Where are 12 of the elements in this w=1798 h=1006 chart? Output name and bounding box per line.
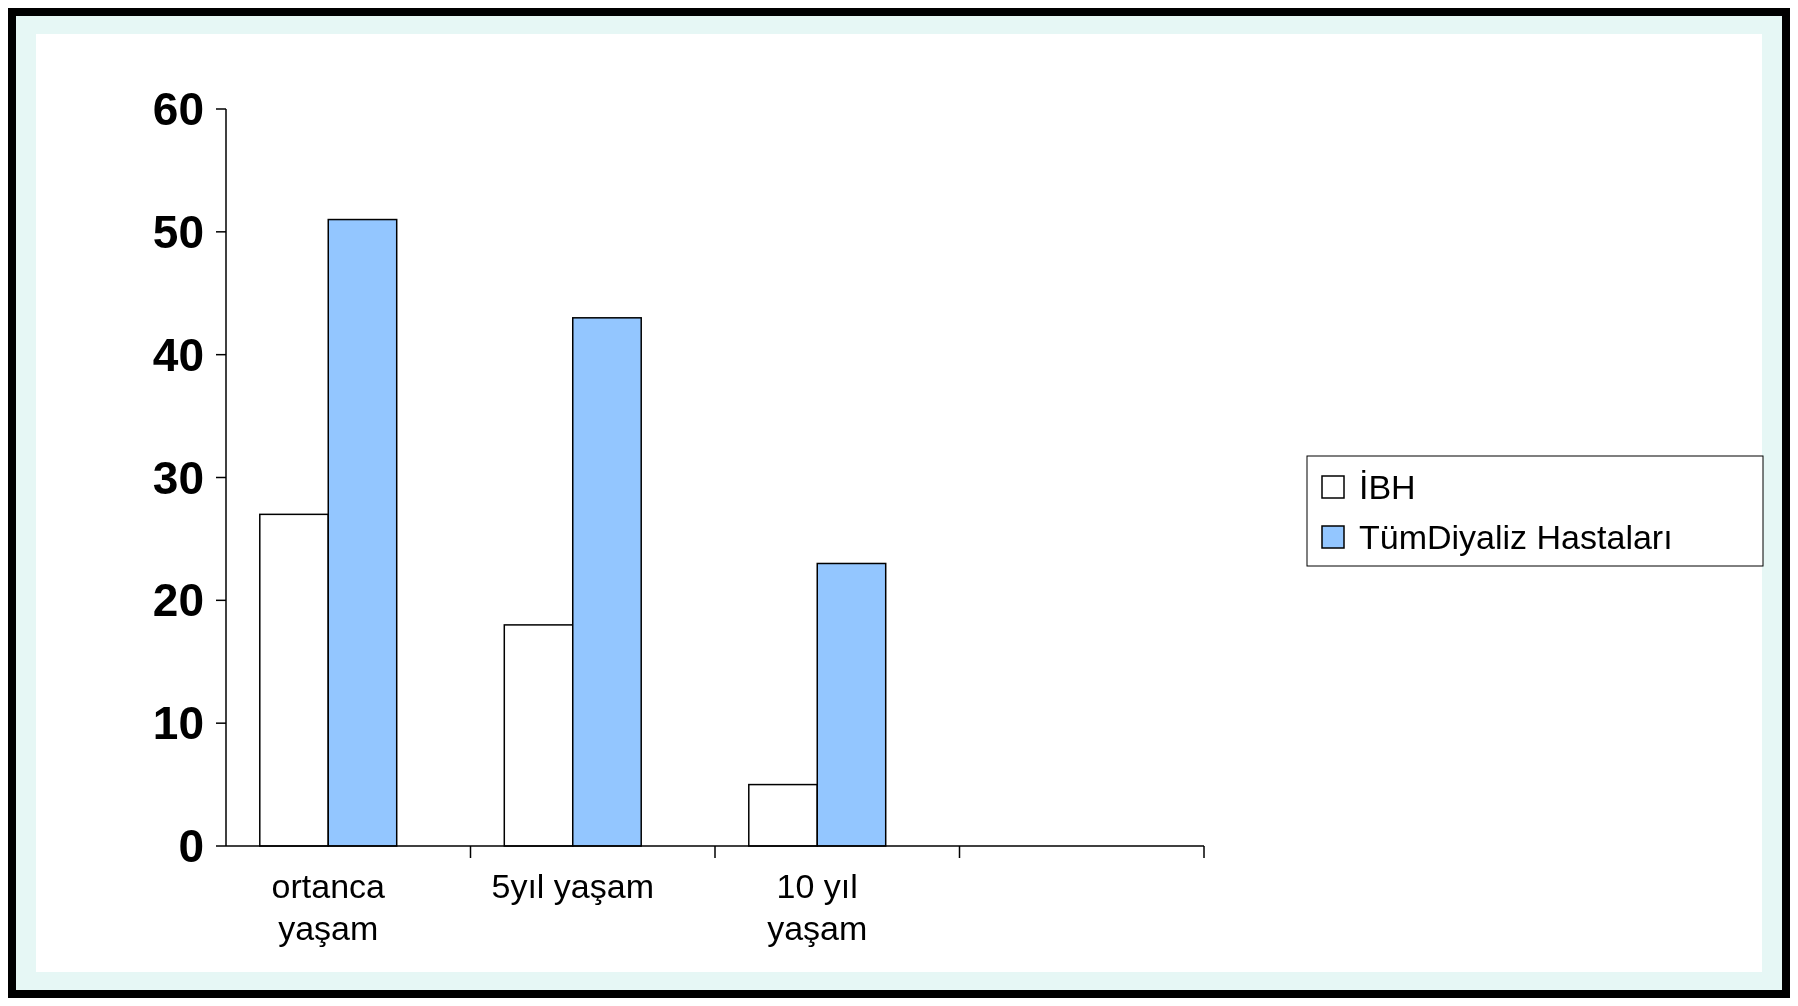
y-tick-label: 20 (152, 574, 204, 627)
legend-label: TümDiyaliz Hastaları (1359, 517, 1673, 556)
y-tick-label: 60 (152, 83, 204, 136)
y-tick-label: 40 (152, 328, 204, 381)
x-tick-label: ortanca yaşam (271, 867, 386, 947)
x-tick-label: 10 yıl yaşam (767, 867, 868, 947)
legend-label: İBH (1359, 467, 1416, 506)
y-tick-label: 50 (152, 205, 204, 258)
x-tick-label: 5yıl yaşam (491, 867, 654, 905)
y-tick-label: 10 (152, 697, 204, 750)
y-tick-label: 0 (178, 820, 204, 873)
y-tick-label: 30 (152, 451, 204, 504)
